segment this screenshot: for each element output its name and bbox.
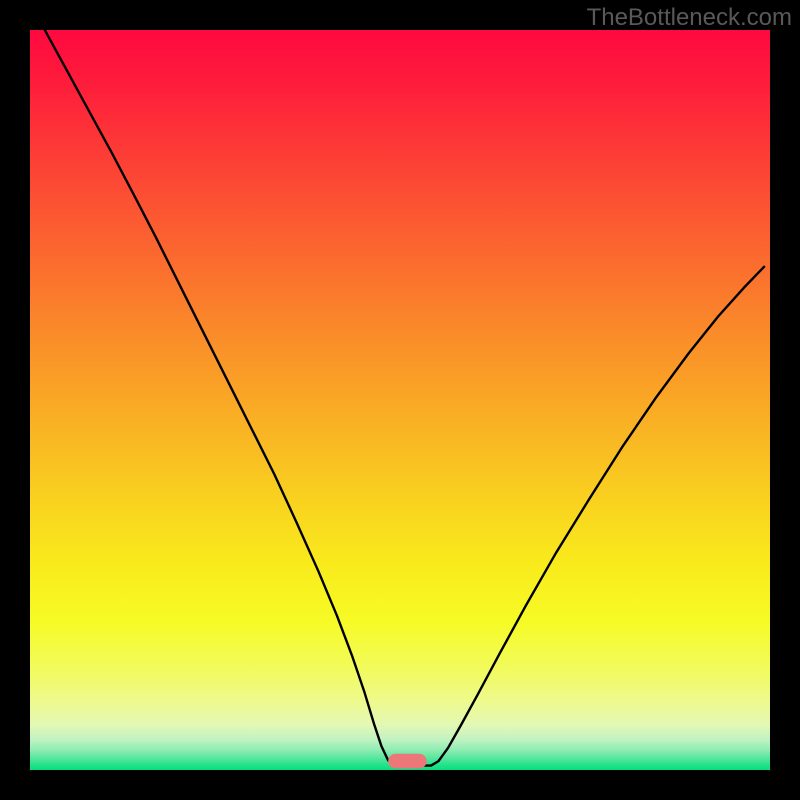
watermark-text: TheBottleneck.com xyxy=(587,4,792,32)
plot-background xyxy=(30,30,770,770)
bottleneck-chart xyxy=(0,0,800,800)
chart-stage: TheBottleneck.com xyxy=(0,0,800,800)
optimal-marker xyxy=(388,754,426,769)
